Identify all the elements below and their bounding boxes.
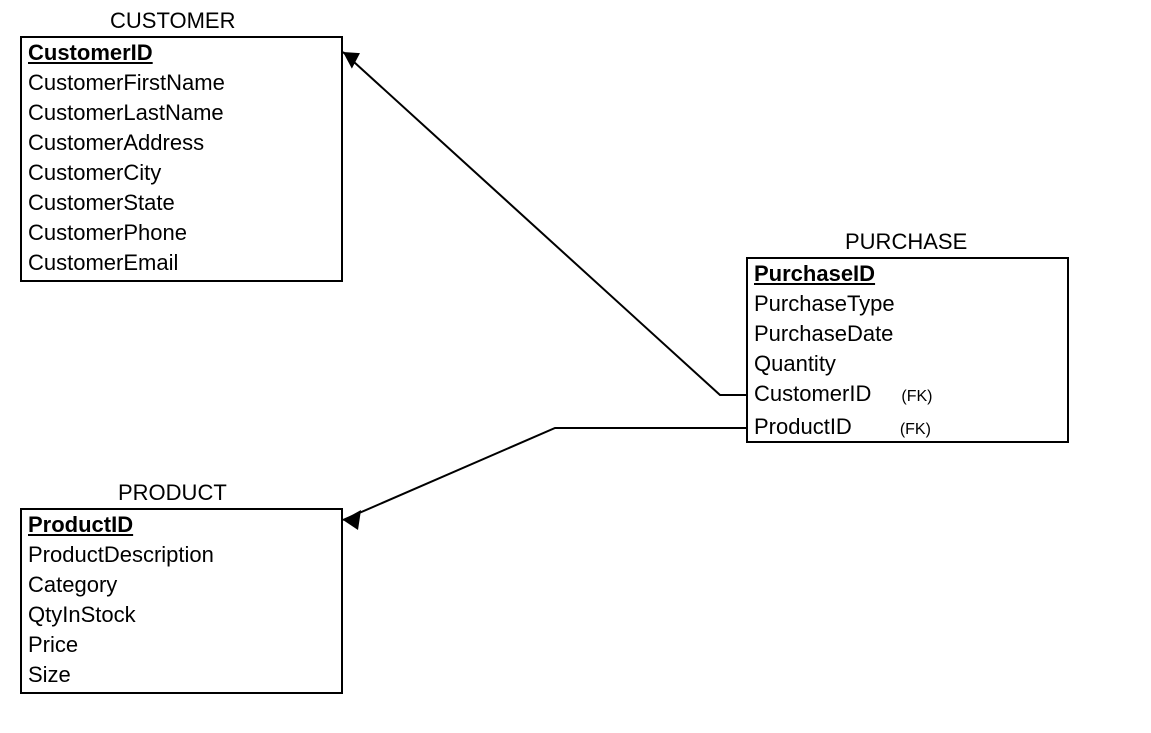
fk-marker: (FK) (900, 415, 931, 445)
field-product-id: ProductID (22, 510, 341, 540)
fk-marker: (FK) (901, 382, 932, 412)
field-product-qtyinstock: QtyInStock (22, 600, 341, 630)
field-purchase-id: PurchaseID (748, 259, 1067, 289)
connector-purchase-customer (343, 52, 746, 395)
field-customer-address: CustomerAddress (22, 128, 341, 158)
customer-entity-title: CUSTOMER (110, 8, 236, 34)
field-purchase-customerid: CustomerID (FK) (748, 379, 1067, 412)
field-product-size: Size (22, 660, 341, 690)
field-product-category: Category (22, 570, 341, 600)
product-entity-box: ProductID ProductDescription Category Qt… (20, 508, 343, 694)
field-customer-id: CustomerID (22, 38, 341, 68)
field-customer-firstname: CustomerFirstName (22, 68, 341, 98)
field-purchase-productid-name: ProductID (754, 414, 852, 439)
field-product-price: Price (22, 630, 341, 660)
field-customer-state: CustomerState (22, 188, 341, 218)
field-purchase-quantity: Quantity (748, 349, 1067, 379)
field-purchase-customerid-name: CustomerID (754, 381, 871, 406)
field-purchase-productid: ProductID (FK) (748, 412, 1067, 445)
arrowhead-product (343, 510, 361, 530)
field-customer-email: CustomerEmail (22, 248, 341, 278)
field-customer-city: CustomerCity (22, 158, 341, 188)
purchase-entity-box: PurchaseID PurchaseType PurchaseDate Qua… (746, 257, 1069, 443)
field-customer-phone: CustomerPhone (22, 218, 341, 248)
field-customer-lastname: CustomerLastName (22, 98, 341, 128)
arrowhead-customer (342, 52, 360, 69)
connector-purchase-product (343, 428, 746, 520)
customer-entity-box: CustomerID CustomerFirstName CustomerLas… (20, 36, 343, 282)
field-purchase-type: PurchaseType (748, 289, 1067, 319)
field-product-description: ProductDescription (22, 540, 341, 570)
field-purchase-date: PurchaseDate (748, 319, 1067, 349)
product-entity-title: PRODUCT (118, 480, 227, 506)
purchase-entity-title: PURCHASE (845, 229, 967, 255)
